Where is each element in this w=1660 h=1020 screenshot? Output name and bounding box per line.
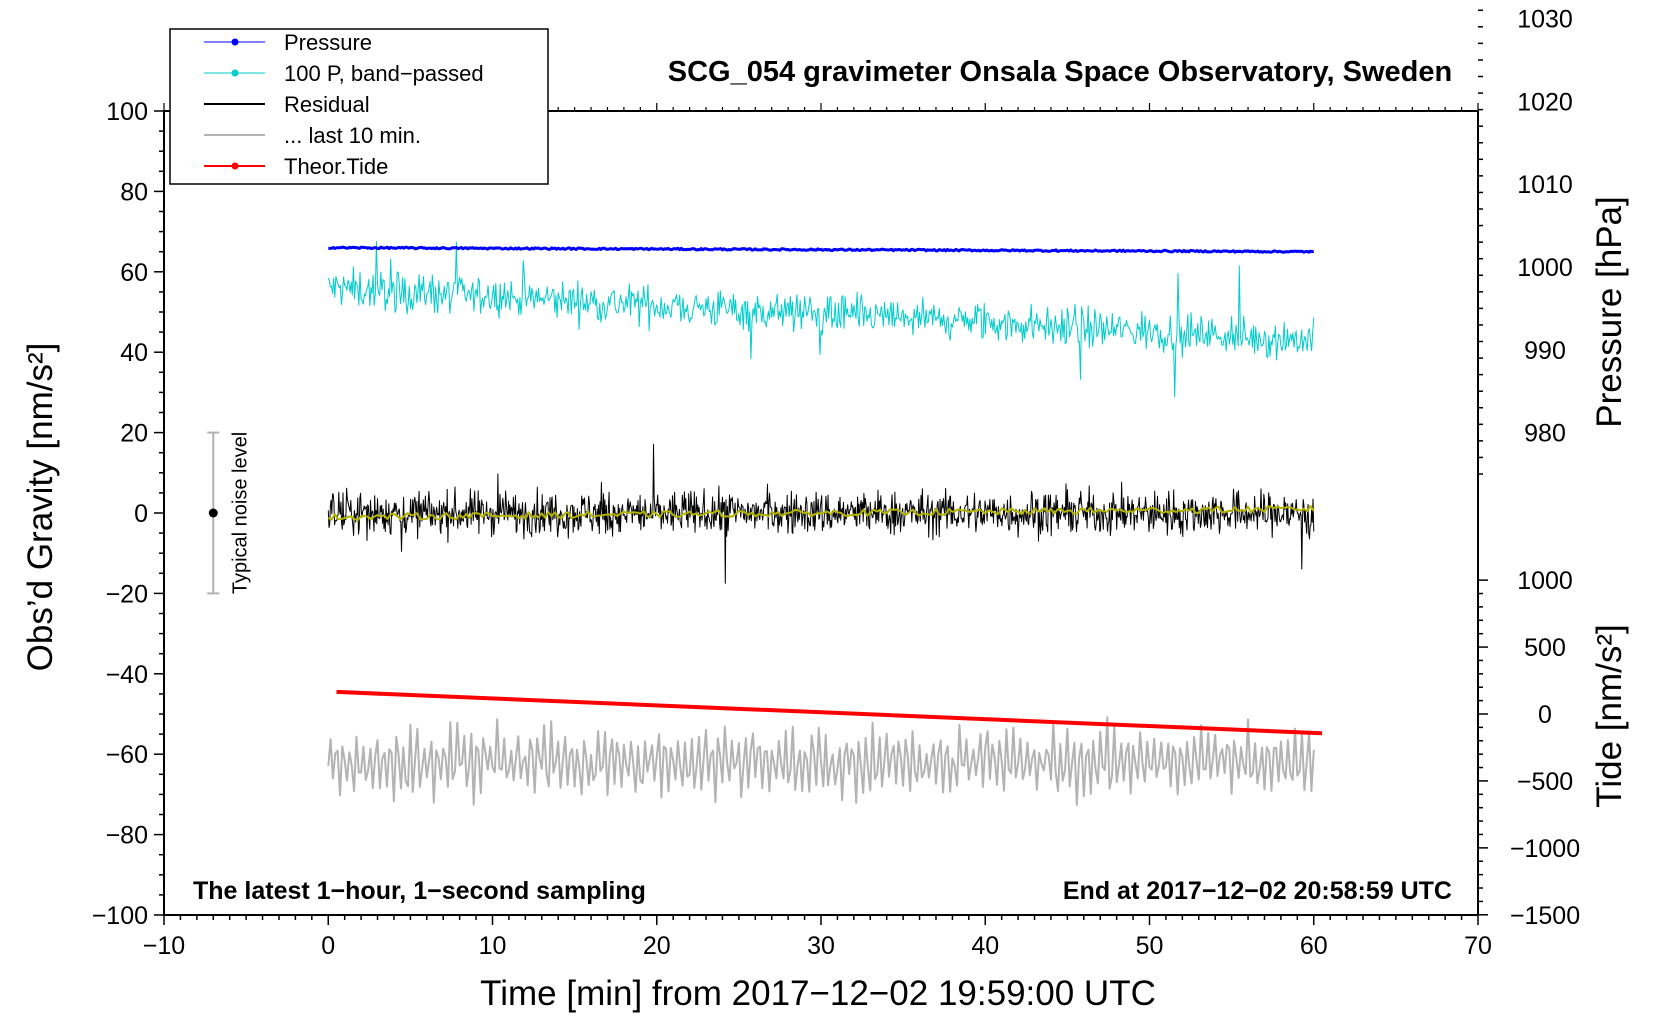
y-axis-title-left: Obs’d Gravity [nm/s²] — [21, 343, 60, 672]
tide-tick-label: 1000 — [1517, 567, 1573, 595]
legend-box — [169, 28, 549, 185]
y-axis-title-pressure: Pressure [hPa] — [1590, 196, 1629, 428]
x-tick-label: 30 — [807, 932, 835, 960]
tide-tick-label: 0 — [1538, 701, 1552, 729]
pressure-tick-label: 1000 — [1517, 254, 1573, 282]
noise-bar-dot — [208, 508, 218, 518]
x-tick-label: 70 — [1464, 932, 1492, 960]
y-tick-label: 20 — [120, 420, 148, 448]
series-residual-smoothed — [327, 505, 1315, 521]
footnote-left: The latest 1−hour, 1−second sampling — [193, 877, 646, 905]
y-tick-label: −20 — [106, 580, 148, 608]
plot-content — [327, 241, 1323, 806]
y-axis-title-tide: Tide [nm/s²] — [1590, 624, 1629, 807]
legend-label: 100 P, band−passed — [284, 61, 484, 86]
y-tick-label: 80 — [120, 178, 148, 206]
legend-marker — [231, 162, 239, 170]
noise-level-bar: Typical noise level — [207, 431, 251, 595]
x-tick-label: 40 — [971, 932, 999, 960]
series-pressure — [328, 245, 1315, 254]
pressure-tick-label: 1020 — [1517, 88, 1573, 116]
x-tick-label: 10 — [479, 932, 507, 960]
y-tick-label: −80 — [106, 822, 148, 850]
noise-bar-label: Typical noise level — [229, 432, 251, 594]
chart-title: SCG_054 gravimeter Onsala Space Observat… — [668, 56, 1452, 88]
y-tick-label: −100 — [92, 902, 148, 930]
y-tick-label: −60 — [106, 741, 148, 769]
legend-marker — [231, 69, 239, 77]
legend-label: Theor.Tide — [284, 154, 388, 179]
y-tick-label: −40 — [106, 661, 148, 689]
y-tick-label: 40 — [120, 339, 148, 367]
tide-tick-label: 500 — [1524, 634, 1566, 662]
series-theor-tide — [336, 689, 1323, 736]
tide-tick-label: −1500 — [1510, 902, 1580, 930]
x-tick-label: 0 — [321, 932, 335, 960]
legend-label: Pressure — [284, 30, 372, 55]
x-axis-title: Time [min] from 2017−12−02 19:59:00 UTC — [480, 974, 1156, 1013]
tide-tick-label: −1000 — [1510, 835, 1580, 863]
legend-marker — [231, 38, 239, 46]
footnote-right: End at 2017−12−02 20:58:59 UTC — [1063, 877, 1452, 905]
x-tick-label: 60 — [1300, 932, 1328, 960]
legend-label: ... last 10 min. — [284, 123, 421, 148]
pressure-tick-label: 990 — [1524, 337, 1566, 365]
pressure-tick-label: 1010 — [1517, 171, 1573, 199]
y-tick-label: 60 — [120, 259, 148, 287]
x-tick-label: 20 — [643, 932, 671, 960]
legend: Pressure 100 P, band−passed Residual ... la… — [169, 28, 549, 185]
pressure-tick-label: 1030 — [1517, 6, 1573, 34]
series-last-10-min — [327, 716, 1315, 806]
pressure-tick-label: 980 — [1524, 420, 1566, 448]
y-tick-label: 100 — [106, 98, 148, 126]
legend-label: Residual — [284, 92, 370, 117]
x-tick-label: −10 — [143, 932, 185, 960]
y-tick-label: 0 — [134, 500, 148, 528]
x-tick-label: 50 — [1136, 932, 1164, 960]
tide-tick-label: −500 — [1517, 768, 1573, 796]
series-band-passed-pressure — [327, 241, 1315, 398]
